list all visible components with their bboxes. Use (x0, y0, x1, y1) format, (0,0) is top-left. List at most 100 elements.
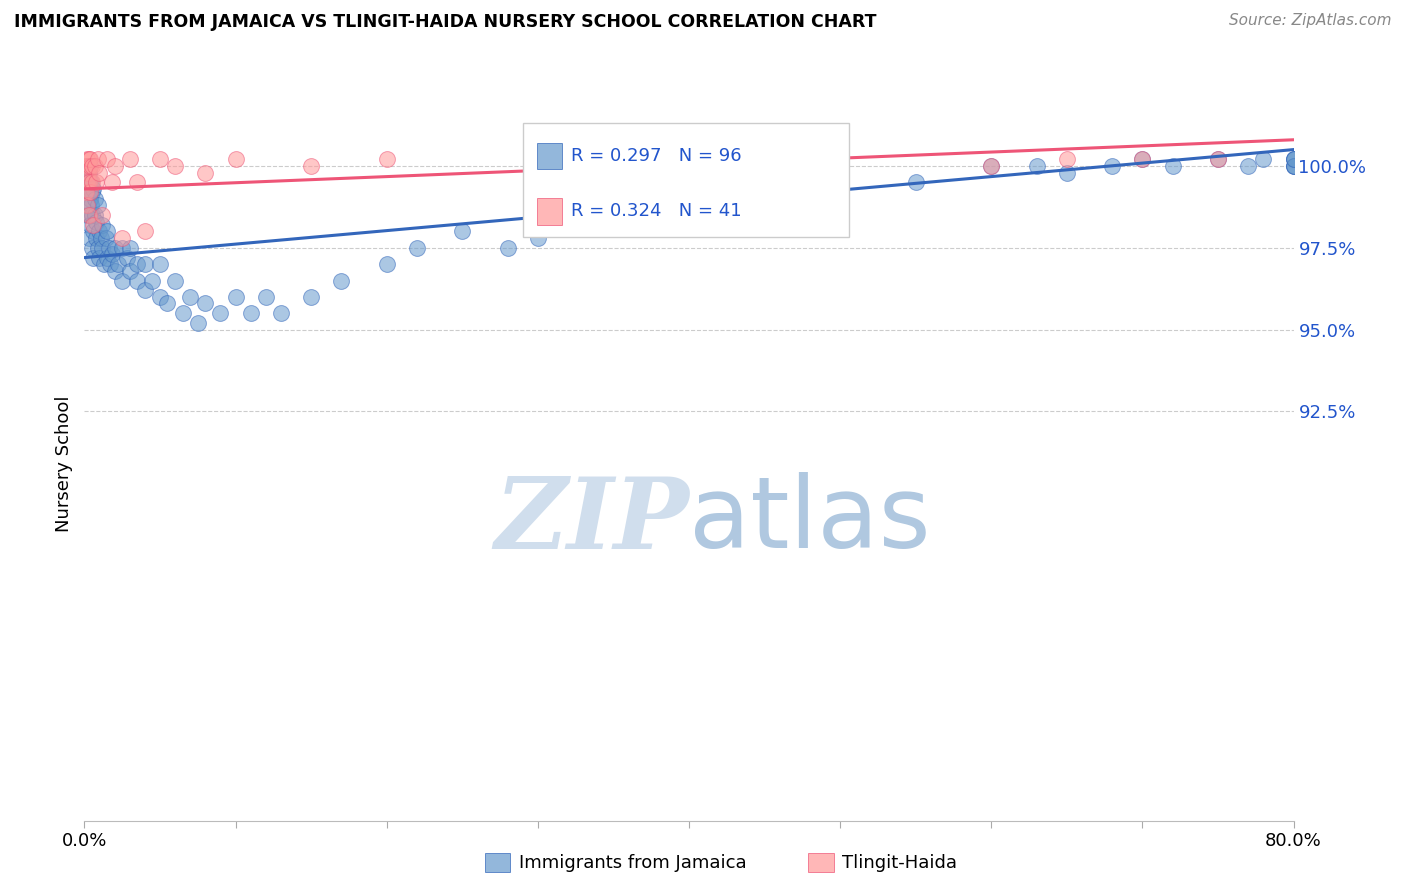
Point (79, 185, 101, 199)
Point (239, 306, 262, 320)
Point (1282, 159, 1305, 173)
Point (76, 153, 98, 167)
Point (77, 175, 100, 189)
Point (172, 306, 194, 320)
Point (87, 241, 110, 255)
Point (111, 273, 134, 287)
Point (127, 273, 149, 287)
Point (156, 296, 179, 310)
Point (165, 159, 187, 173)
Text: Immigrants from Jamaica: Immigrants from Jamaica (519, 854, 747, 871)
Point (82, 182, 104, 196)
Point (134, 284, 156, 298)
Point (80, 159, 103, 173)
Point (107, 257, 129, 271)
Point (104, 241, 127, 255)
Point (77, 175, 100, 189)
Point (1282, 159, 1305, 173)
Point (76, 159, 98, 173)
Point (77, 165, 100, 179)
Point (194, 165, 217, 179)
Point (299, 290, 322, 304)
Point (225, 153, 247, 167)
Point (84, 192, 107, 206)
Point (76, 159, 98, 173)
Point (134, 224, 156, 238)
Point (299, 159, 322, 173)
Point (87, 153, 110, 167)
Point (225, 290, 247, 304)
Point (209, 306, 232, 320)
Point (149, 153, 172, 167)
Point (1206, 153, 1229, 167)
Point (90, 231, 112, 245)
Point (76, 198, 98, 212)
Point (77, 185, 100, 199)
Point (134, 257, 156, 271)
Point (1282, 153, 1305, 167)
Point (98, 257, 121, 271)
Point (79, 192, 101, 206)
Point (91, 218, 114, 232)
Point (100, 175, 122, 189)
Point (100, 247, 122, 261)
Point (1056, 165, 1078, 179)
Point (451, 224, 474, 238)
Point (79, 159, 101, 173)
Point (79, 153, 101, 167)
Point (94, 231, 117, 245)
Point (76, 185, 98, 199)
Point (1101, 159, 1123, 173)
Point (254, 290, 277, 304)
Point (1056, 153, 1078, 167)
Point (118, 153, 141, 167)
Point (91, 208, 114, 222)
Point (496, 241, 519, 255)
Point (375, 257, 398, 271)
Point (86, 214, 108, 228)
Point (115, 251, 138, 265)
Point (76, 165, 98, 179)
Point (111, 231, 134, 245)
Point (77, 165, 100, 179)
Point (678, 208, 700, 222)
Point (187, 316, 209, 330)
Point (79, 159, 101, 173)
Point (80, 241, 103, 255)
Point (127, 257, 149, 271)
Point (82, 251, 104, 265)
Point (194, 296, 217, 310)
Point (76, 159, 98, 173)
Point (1237, 159, 1260, 173)
Point (97, 241, 120, 255)
Point (149, 257, 172, 271)
Point (980, 159, 1002, 173)
Text: Tlingit-Haida: Tlingit-Haida (842, 854, 957, 871)
Point (96, 251, 118, 265)
Point (527, 159, 550, 173)
Point (82, 224, 104, 238)
Point (830, 185, 852, 199)
Point (1130, 153, 1153, 167)
Point (830, 159, 852, 173)
Point (76, 208, 98, 222)
Point (96, 224, 118, 238)
Point (80, 175, 103, 189)
Point (904, 175, 927, 189)
Point (82, 218, 104, 232)
Point (75, 165, 97, 179)
Point (104, 159, 127, 173)
Point (84, 208, 107, 222)
Point (84, 159, 107, 173)
Point (678, 153, 700, 167)
Point (86, 231, 108, 245)
Point (1282, 153, 1305, 167)
Point (86, 175, 108, 189)
Point (75, 175, 97, 189)
Point (165, 273, 187, 287)
Point (80, 185, 103, 199)
Point (89, 224, 111, 238)
Point (77, 198, 100, 212)
Point (75, 159, 97, 173)
Point (79, 175, 101, 189)
